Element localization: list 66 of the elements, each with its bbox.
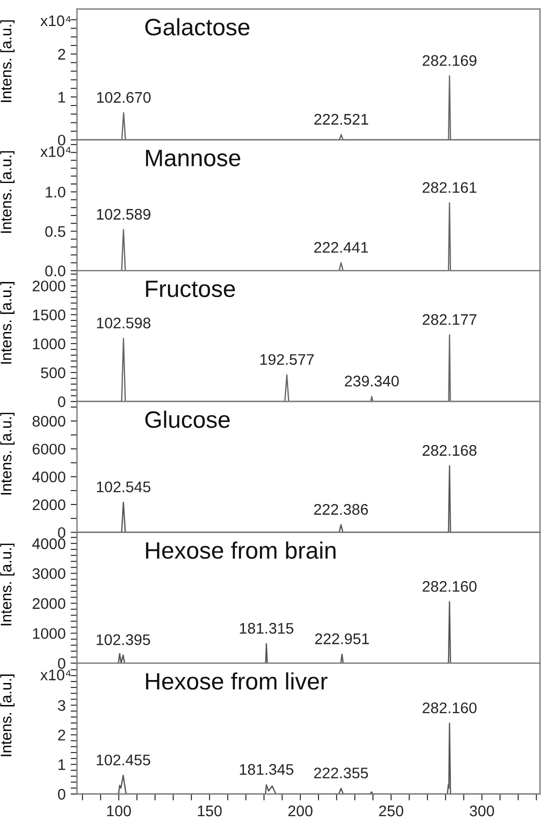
annotation: 239.340 [344,376,399,386]
text: x10⁴ [40,15,71,26]
y-tick-label: 3000 [32,568,66,580]
annotation: 222.355 [314,768,368,778]
y-tick-label: 500 [41,367,66,378]
annotation: 282.177 [422,314,476,325]
y-tick-label: 0 [58,396,66,408]
annotation: 282.169 [422,55,476,66]
y-tick-label: 3 [58,700,66,711]
x-tick-label: 150 [198,806,222,816]
annotation: 102.670 [97,92,151,103]
y-tick-label: 0 [58,134,66,146]
y-axis-title: Intens. [a.u.] [0,544,14,626]
y-tick-label: 2000 [32,280,66,292]
y-tick-label: 2000 [32,499,66,510]
x-tick-label: 300 [470,806,494,816]
annotation: 222.441 [314,242,368,253]
y-tick-label: 1 [58,759,66,770]
annotation: 102.455 [96,754,150,766]
y-tick-label: 2 [58,730,66,740]
y-tick-label: 1 [58,92,66,102]
text: x10⁴ [40,670,71,680]
annotation: 282.160 [422,702,477,714]
annotation: 102.598 [97,318,150,328]
y-axis-title: Intens. [a.u.] [0,412,14,494]
y-axis-title: Intens. [a.u.] [0,151,14,233]
annotation: 222.521 [314,114,368,125]
text: 0.0 [45,266,66,276]
y-axis-title: Intens. [a.u.] [0,674,14,756]
y-axis-title: Intens. [a.u.] [0,20,14,102]
y-tick-label: 1500 [33,310,66,320]
chart-title: Galactose [145,18,250,36]
annotation: 181.345 [240,764,294,775]
y-tick-label: 0.5 [45,226,66,237]
y-tick-label: 0 [58,788,66,800]
annotation: 282.161 [422,182,476,193]
y-tick-label: 0 [58,527,66,538]
y-tick-label: 2000 [32,598,66,609]
chart-title: Hexose from liver [146,672,328,690]
chart-title: Hexose from brain [146,541,336,559]
y-tick-label: 4000 [32,472,66,482]
chart-title: Fructose [146,280,235,298]
y-tick-label: 1000 [33,338,66,350]
y-tick-label: 1000 [33,628,66,639]
x-tick-label: 250 [379,806,404,816]
y-tick-label: 1.0 [46,186,66,198]
y-tick-label: 6000 [32,444,66,455]
annotation: 102.395 [96,634,150,646]
annotation: 102.545 [96,481,150,492]
x-tick-label: 100 [107,806,131,816]
chart-title: Mannose [146,150,240,166]
y-tick-label: 2 [58,48,66,60]
annotation: 102.589 [97,208,150,220]
annotation: 222.951 [315,633,369,644]
x-tick-label: 200 [288,806,312,816]
y-tick-label: 8000 [32,416,66,427]
text: x10⁴ [40,146,71,158]
chart-title: Glucose [145,410,230,428]
annotation: 282.168 [422,445,476,456]
annotation: 222.386 [314,504,368,515]
y-axis-title: Intens. [a.u.] [0,282,14,364]
y-tick-label: 4000 [32,538,66,550]
annotation: 192.577 [260,354,314,365]
annotation: 282.160 [422,581,477,592]
y-tick-label: 0 [58,658,66,669]
annotation: 181.315 [240,622,294,634]
